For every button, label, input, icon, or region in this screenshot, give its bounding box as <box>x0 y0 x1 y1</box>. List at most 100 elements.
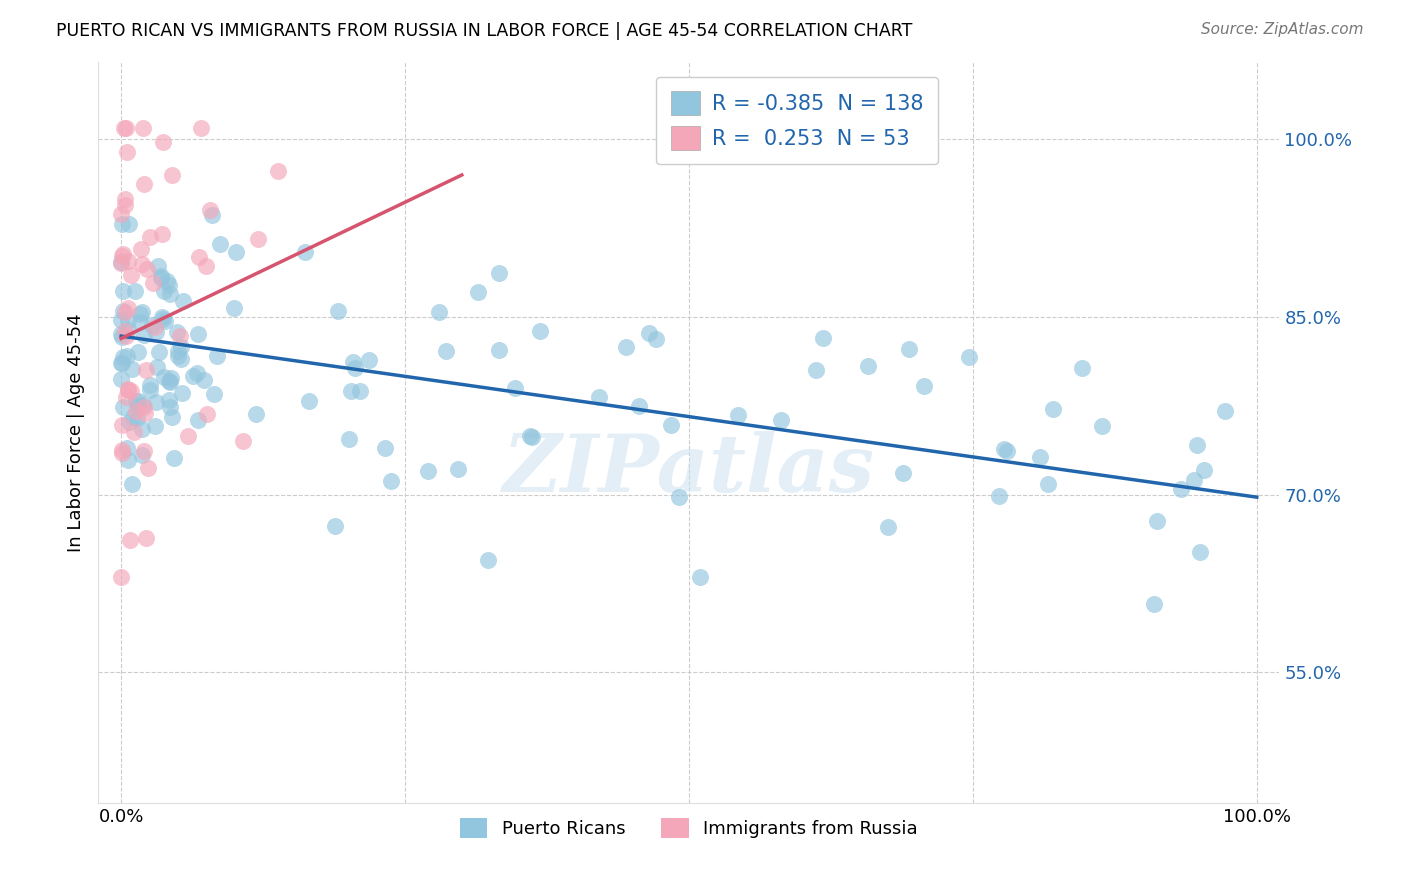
Point <box>112 285 135 299</box>
Point <box>628 399 651 413</box>
Point <box>110 206 132 220</box>
Point <box>1036 476 1059 491</box>
Point <box>142 276 165 290</box>
Point <box>245 407 267 421</box>
Point <box>132 398 155 412</box>
Point <box>159 370 181 384</box>
Point <box>162 409 184 424</box>
Point <box>232 434 254 448</box>
Point <box>434 343 457 358</box>
Point <box>529 324 551 338</box>
Point <box>111 356 134 370</box>
Point <box>110 256 132 270</box>
Point <box>267 164 290 178</box>
Point <box>114 304 136 318</box>
Point <box>170 340 193 354</box>
Point <box>891 466 914 480</box>
Point <box>111 217 134 231</box>
Point <box>159 287 181 301</box>
Point <box>111 443 134 458</box>
Point <box>912 379 935 393</box>
Point <box>110 569 132 583</box>
Point <box>198 202 221 217</box>
Point <box>132 328 155 343</box>
Point <box>1143 598 1166 612</box>
Point <box>187 250 209 264</box>
Point <box>811 331 834 345</box>
Point <box>138 378 160 392</box>
Point <box>170 352 193 367</box>
Point <box>150 310 173 324</box>
Point <box>132 444 155 458</box>
Point <box>150 227 173 241</box>
Point <box>114 324 136 338</box>
Point <box>110 313 132 327</box>
Point <box>638 326 661 340</box>
Point <box>111 418 134 433</box>
Point <box>111 400 134 414</box>
Point <box>209 237 232 252</box>
Point <box>152 311 174 326</box>
Point <box>135 532 157 546</box>
Point <box>114 120 136 135</box>
Point <box>1029 450 1052 464</box>
Point <box>993 442 1015 456</box>
Point <box>344 361 367 376</box>
Point <box>246 232 269 246</box>
Point <box>1189 545 1212 559</box>
Point <box>117 384 139 398</box>
Point <box>150 271 173 285</box>
Point <box>136 262 159 277</box>
Point <box>876 519 898 533</box>
Point <box>131 448 153 462</box>
Point <box>124 284 146 298</box>
Point <box>1192 462 1215 476</box>
Point <box>181 369 204 384</box>
Point <box>337 432 360 446</box>
Point <box>856 359 879 373</box>
Point <box>689 570 711 584</box>
Point <box>205 349 228 363</box>
Point <box>614 340 637 354</box>
Text: PUERTO RICAN VS IMMIGRANTS FROM RUSSIA IN LABOR FORCE | AGE 45-54 CORRELATION CH: PUERTO RICAN VS IMMIGRANTS FROM RUSSIA I… <box>56 22 912 40</box>
Point <box>150 268 173 283</box>
Point <box>136 460 159 475</box>
Point <box>111 249 134 263</box>
Point <box>488 343 510 357</box>
Point <box>115 145 138 160</box>
Point <box>467 285 489 300</box>
Point <box>152 135 174 149</box>
Point <box>110 326 132 341</box>
Point <box>659 418 682 433</box>
Point <box>117 313 139 327</box>
Point <box>110 356 132 370</box>
Point <box>131 304 153 318</box>
Point <box>155 314 177 328</box>
Point <box>121 409 143 424</box>
Point <box>121 477 143 491</box>
Point <box>157 277 180 292</box>
Point <box>129 307 152 321</box>
Text: ZIPatlas: ZIPatlas <box>503 431 875 508</box>
Point <box>141 318 163 332</box>
Point <box>159 401 181 415</box>
Point <box>447 462 470 476</box>
Point <box>172 293 194 308</box>
Point <box>804 363 827 377</box>
Point <box>148 259 170 273</box>
Point <box>125 404 148 418</box>
Point <box>222 301 245 315</box>
Point <box>152 369 174 384</box>
Point <box>145 419 167 434</box>
Point <box>146 359 169 374</box>
Point <box>167 343 190 358</box>
Point <box>898 342 921 356</box>
Point <box>644 332 666 346</box>
Point <box>159 375 181 389</box>
Point <box>1182 473 1205 487</box>
Point <box>160 168 183 182</box>
Point <box>111 247 134 261</box>
Point <box>122 425 145 439</box>
Point <box>138 230 160 244</box>
Point <box>177 429 200 443</box>
